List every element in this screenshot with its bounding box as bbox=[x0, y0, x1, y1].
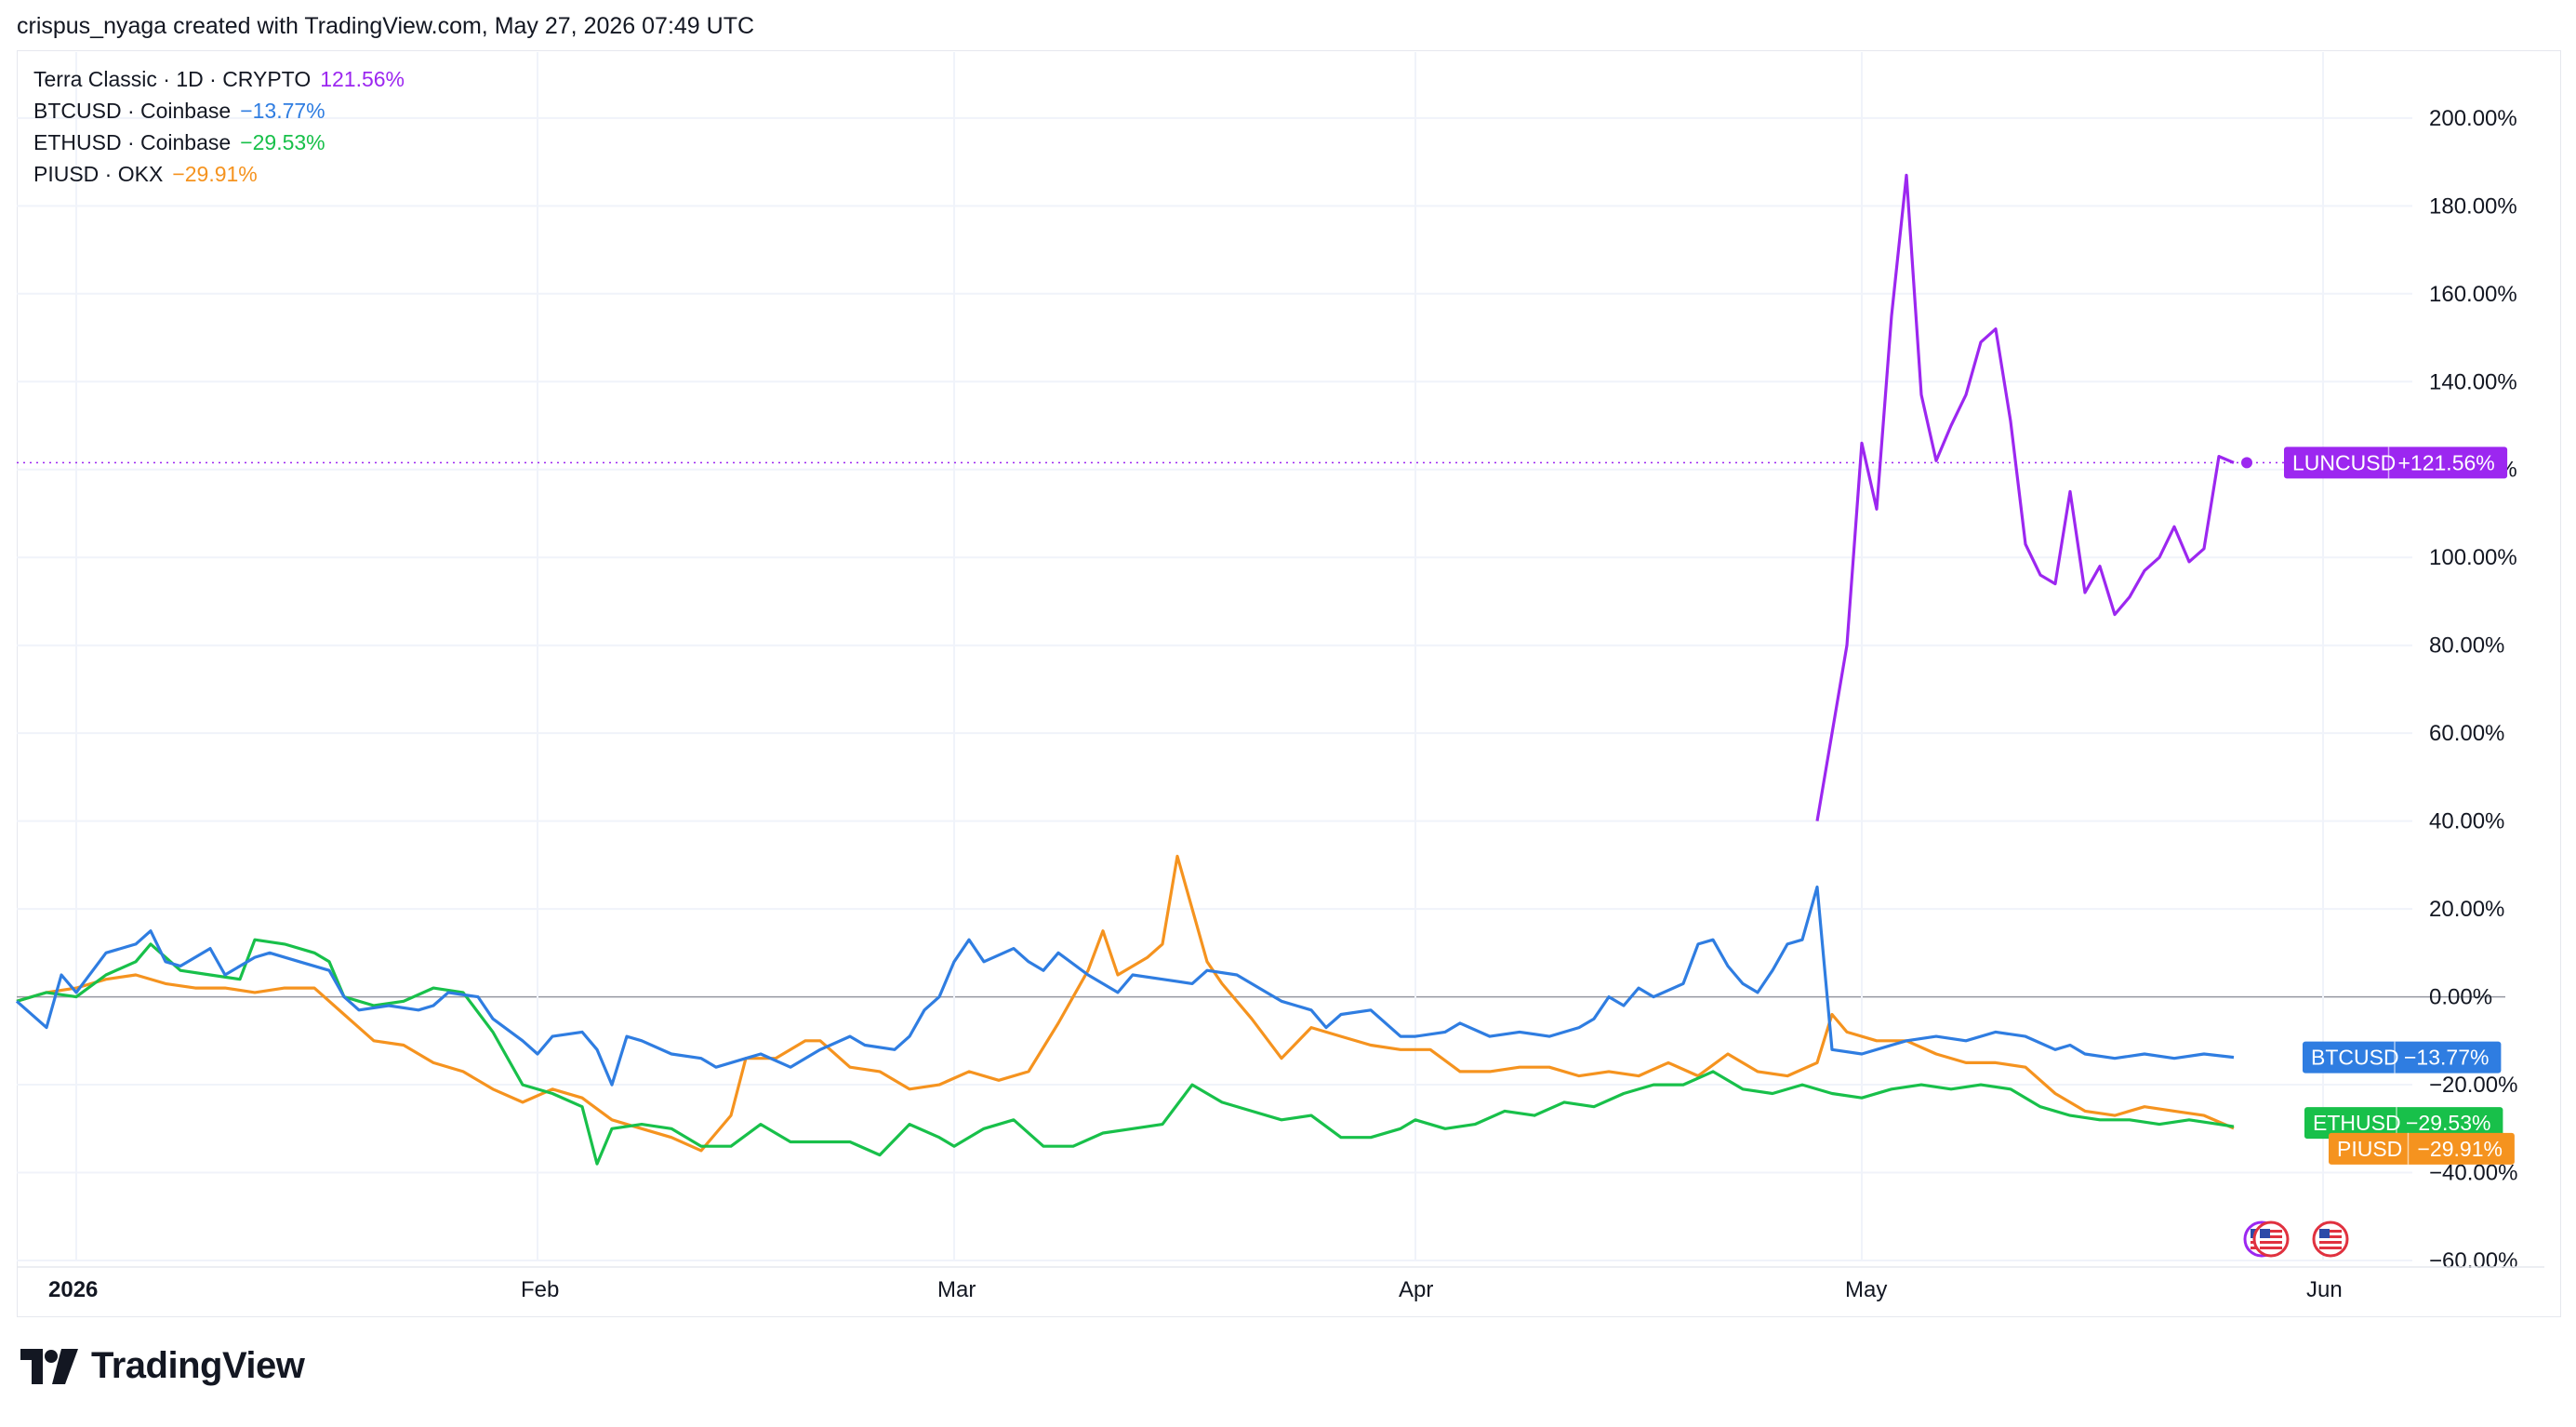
price-badge-bg bbox=[2303, 1041, 2502, 1074]
legend-eth[interactable]: ETHUSD · Coinbase −29.53% bbox=[33, 127, 405, 158]
legend-btc-name: BTCUSD · Coinbase bbox=[33, 99, 232, 123]
price-badge-piusd: PIUSD −29.91% bbox=[2329, 1132, 2515, 1165]
price-badge-symbol: PIUSD bbox=[2337, 1137, 2402, 1161]
x-axis: 2026 Feb Mar Apr May Jun bbox=[17, 1266, 2544, 1302]
y-axis: 200.00%180.00%160.00%140.00%120.00%100.0… bbox=[2429, 106, 2517, 1274]
flag-stripe bbox=[2260, 1230, 2282, 1233]
event-markers bbox=[2243, 1220, 2349, 1258]
y-tick-label: −60.00% bbox=[2429, 1248, 2517, 1274]
y-tick-label: 0.00% bbox=[2429, 985, 2492, 1010]
legend-btc[interactable]: BTCUSD · Coinbase −13.77% bbox=[33, 95, 405, 127]
x-tick-label: May bbox=[1845, 1277, 1887, 1302]
flag-stripe bbox=[2319, 1247, 2342, 1249]
tradingview-logo-icon bbox=[20, 1348, 78, 1384]
legend-lunc-name: Terra Classic · 1D · CRYPTO bbox=[33, 67, 312, 91]
flag-stripe bbox=[2260, 1235, 2282, 1238]
price-badge-value: −29.91% bbox=[2418, 1137, 2503, 1161]
chart-frame bbox=[17, 50, 2561, 1317]
grid-layer bbox=[17, 52, 2505, 1261]
y-tick-label: 80.00% bbox=[2429, 633, 2504, 659]
price-badge-btcusd: BTCUSD −13.77% bbox=[2303, 1041, 2502, 1074]
x-tick-label: Mar bbox=[937, 1277, 976, 1302]
legend-pi-value: −29.91% bbox=[172, 162, 258, 186]
flag-canton bbox=[2319, 1229, 2330, 1238]
price-badge-bg bbox=[2329, 1132, 2515, 1165]
price-badge-symbol: BTCUSD bbox=[2311, 1046, 2399, 1070]
flag-stripe bbox=[2319, 1241, 2342, 1244]
tradingview-logo[interactable]: TradingView bbox=[20, 1345, 305, 1387]
us-flag-icon[interactable] bbox=[2252, 1220, 2290, 1258]
series-layer bbox=[15, 173, 2288, 1166]
price-badges: LUNCUSD +121.56% BTCUSD −13.77% ETHUSD −29.53… bbox=[2284, 447, 2515, 1165]
flag-canton bbox=[2260, 1229, 2270, 1238]
y-tick-label: 100.00% bbox=[2429, 545, 2517, 570]
price-badge-symbol: LUNCUSD bbox=[2292, 450, 2396, 474]
price-badge-bg bbox=[2304, 1107, 2503, 1140]
series-line-ethusd bbox=[16, 938, 2235, 1166]
y-tick-label: 160.00% bbox=[2429, 282, 2517, 307]
y-tick-label: −20.00% bbox=[2429, 1073, 2517, 1098]
y-tick-label: 180.00% bbox=[2429, 193, 2517, 219]
y-tick-label: 20.00% bbox=[2429, 897, 2504, 922]
y-tick-label: −40.00% bbox=[2429, 1161, 2517, 1186]
flag-stripe bbox=[2319, 1230, 2342, 1233]
legend-eth-value: −29.53% bbox=[240, 130, 325, 154]
price-badge-luncusd: LUNCUSD +121.56% bbox=[2284, 447, 2508, 479]
legend-pi-name: PIUSD · OKX bbox=[33, 162, 164, 186]
series-line-luncusd bbox=[1815, 173, 2235, 821]
flag-ring bbox=[2312, 1220, 2349, 1258]
legend-pi[interactable]: PIUSD · OKX −29.91% bbox=[33, 158, 405, 190]
flag-stripe bbox=[2260, 1241, 2282, 1244]
tradingview-logo-text: TradingView bbox=[91, 1345, 305, 1386]
price-badge-bg bbox=[2284, 447, 2508, 479]
us-flag-icon[interactable] bbox=[2312, 1220, 2349, 1258]
legend-lunc[interactable]: Terra Classic · 1D · CRYPTO 121.56% bbox=[33, 63, 405, 95]
y-tick-label: 60.00% bbox=[2429, 721, 2504, 746]
y-tick-label: 140.00% bbox=[2429, 369, 2517, 394]
x-tick-label: 2026 bbox=[48, 1277, 98, 1302]
price-badge-value: −13.77% bbox=[2404, 1046, 2489, 1070]
flag-stripe bbox=[2319, 1235, 2342, 1238]
x-tick-label: Apr bbox=[1399, 1277, 1433, 1302]
x-tick-label: Jun bbox=[2306, 1277, 2343, 1302]
price-badge-symbol: ETHUSD bbox=[2313, 1111, 2401, 1135]
y-tick-label: 40.00% bbox=[2429, 809, 2504, 834]
price-badge-value: +121.56% bbox=[2398, 450, 2495, 474]
flag-stripe bbox=[2260, 1247, 2282, 1249]
chart-credit: crispus_nyaga created with TradingView.c… bbox=[17, 13, 755, 39]
chart-legend: Terra Classic · 1D · CRYPTO 121.56% BTCUS… bbox=[33, 63, 405, 190]
legend-btc-value: −13.77% bbox=[240, 99, 325, 123]
series-line-piusd bbox=[16, 854, 2235, 1153]
price-badge-value: −29.53% bbox=[2406, 1111, 2490, 1135]
y-tick-label: 200.00% bbox=[2429, 106, 2517, 131]
lunc-last-point bbox=[2241, 457, 2252, 469]
flag-ring bbox=[2252, 1220, 2290, 1258]
legend-eth-name: ETHUSD · Coinbase bbox=[33, 130, 232, 154]
legend-lunc-value: 121.56% bbox=[320, 67, 405, 91]
x-tick-label: Feb bbox=[521, 1277, 559, 1302]
price-badge-ethusd: ETHUSD −29.53% bbox=[2304, 1107, 2503, 1140]
series-line-btcusd bbox=[15, 885, 2235, 1087]
